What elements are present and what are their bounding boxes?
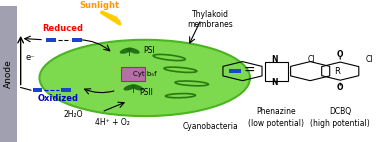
Text: DCBQ
(high potential): DCBQ (high potential) bbox=[310, 107, 370, 128]
Text: O: O bbox=[337, 50, 344, 59]
Circle shape bbox=[39, 40, 250, 116]
Text: 2H₂O: 2H₂O bbox=[64, 110, 83, 119]
Text: e⁻: e⁻ bbox=[26, 53, 35, 62]
Text: Oxidized: Oxidized bbox=[38, 94, 79, 103]
FancyArrow shape bbox=[133, 85, 134, 93]
Text: Phenazine
(low potential): Phenazine (low potential) bbox=[248, 107, 304, 128]
Text: PSII: PSII bbox=[139, 88, 153, 97]
Text: N: N bbox=[271, 55, 278, 64]
FancyArrow shape bbox=[129, 48, 130, 56]
Text: Cl: Cl bbox=[365, 55, 373, 64]
Ellipse shape bbox=[127, 48, 140, 54]
Text: Cyt b₆f: Cyt b₆f bbox=[133, 71, 157, 77]
Text: O: O bbox=[337, 83, 344, 92]
Text: Reduced: Reduced bbox=[43, 24, 84, 33]
FancyBboxPatch shape bbox=[121, 67, 146, 81]
Ellipse shape bbox=[124, 84, 136, 91]
Ellipse shape bbox=[120, 48, 132, 54]
Text: 4H⁺ + O₂: 4H⁺ + O₂ bbox=[95, 118, 130, 127]
Text: =: = bbox=[243, 64, 255, 78]
Text: Sunlight: Sunlight bbox=[79, 1, 120, 10]
Text: N: N bbox=[271, 78, 278, 87]
Text: Cyanobacteria: Cyanobacteria bbox=[183, 122, 239, 131]
Text: Thylakoid
membranes: Thylakoid membranes bbox=[187, 10, 233, 29]
Ellipse shape bbox=[131, 84, 143, 91]
Text: PSI: PSI bbox=[143, 46, 155, 55]
Text: R: R bbox=[335, 67, 341, 76]
FancyBboxPatch shape bbox=[0, 6, 17, 142]
Text: Anode: Anode bbox=[4, 59, 13, 88]
Text: Cl: Cl bbox=[308, 55, 315, 64]
